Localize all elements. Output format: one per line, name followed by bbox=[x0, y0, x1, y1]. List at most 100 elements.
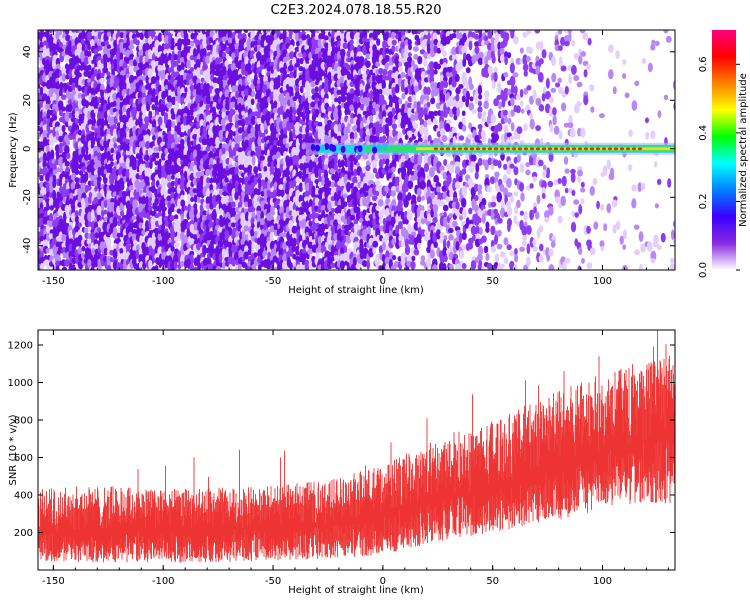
noise-cell bbox=[263, 165, 268, 173]
noise-cell bbox=[353, 218, 359, 226]
noise-cell bbox=[189, 109, 194, 116]
noise-cell bbox=[215, 266, 222, 270]
noise-cell bbox=[442, 80, 449, 88]
noise-cell bbox=[340, 48, 346, 58]
noise-cell bbox=[311, 71, 316, 82]
noise-cell bbox=[269, 73, 275, 79]
noise-cell bbox=[243, 88, 250, 97]
noise-cell bbox=[119, 32, 125, 39]
noise-cell bbox=[400, 41, 406, 51]
noise-cell bbox=[468, 242, 474, 250]
noise-cell bbox=[269, 210, 276, 216]
noise-cell bbox=[314, 35, 320, 41]
noise-cell bbox=[61, 94, 67, 100]
noise-cell bbox=[234, 42, 240, 49]
noise-cell bbox=[78, 77, 83, 88]
noise-cell bbox=[148, 196, 153, 207]
noise-cell bbox=[204, 72, 211, 83]
noise-cell bbox=[423, 154, 429, 165]
noise-cell bbox=[259, 47, 265, 54]
noise-cell bbox=[227, 37, 233, 44]
noise-cell bbox=[423, 58, 428, 67]
noise-cell bbox=[224, 150, 230, 157]
noise-cell bbox=[364, 134, 371, 144]
noise-cell bbox=[433, 69, 438, 75]
noise-cell bbox=[90, 131, 96, 137]
noise-cell bbox=[348, 154, 355, 162]
noise-cell bbox=[461, 185, 468, 197]
noise-cell bbox=[173, 242, 180, 248]
noise-cell bbox=[372, 167, 378, 174]
noise-cell bbox=[282, 118, 288, 129]
noise-cell bbox=[288, 157, 294, 167]
noise-cell bbox=[392, 255, 397, 261]
noise-cell bbox=[445, 196, 451, 203]
noise-cell bbox=[257, 130, 263, 139]
noise-cell bbox=[349, 118, 354, 125]
noise-cell bbox=[183, 205, 188, 212]
noise-cell bbox=[324, 42, 329, 49]
noise-cell bbox=[408, 52, 412, 58]
noise-cell bbox=[85, 123, 90, 134]
noise-cell bbox=[240, 61, 246, 70]
noise-cell bbox=[234, 69, 239, 75]
noise-cell bbox=[475, 162, 480, 174]
noise-cell bbox=[221, 36, 228, 43]
noise-cell bbox=[483, 35, 489, 42]
noise-cell bbox=[179, 260, 185, 267]
noise-cell bbox=[118, 241, 125, 251]
noise-cell bbox=[251, 141, 256, 152]
noise-cell bbox=[61, 73, 67, 82]
noise-cell bbox=[202, 48, 207, 59]
noise-cell bbox=[261, 132, 266, 138]
noise-cell bbox=[129, 74, 135, 85]
noise-cell bbox=[42, 116, 47, 127]
noise-cell bbox=[160, 152, 167, 161]
noise-cell bbox=[147, 205, 153, 212]
noise-cell bbox=[228, 227, 233, 236]
noise-cell bbox=[202, 244, 207, 256]
noise-cell bbox=[276, 47, 281, 58]
noise-cell bbox=[125, 243, 131, 251]
noise-cell bbox=[294, 62, 301, 68]
noise-cell bbox=[260, 150, 266, 156]
noise-cell bbox=[442, 262, 447, 270]
noise-cell bbox=[469, 83, 474, 91]
noise-cell bbox=[441, 135, 448, 143]
noise-cell bbox=[314, 108, 320, 118]
noise-cell bbox=[135, 140, 141, 149]
noise-cell bbox=[468, 207, 473, 215]
noise-cell bbox=[427, 32, 431, 41]
noise-cell bbox=[490, 163, 495, 171]
noise-cell bbox=[349, 131, 355, 141]
noise-cell bbox=[69, 255, 73, 266]
noise-cell bbox=[355, 154, 361, 160]
noise-cell bbox=[66, 140, 71, 146]
noise-cell bbox=[164, 147, 169, 155]
noise-cell bbox=[458, 135, 465, 141]
noise-cell bbox=[246, 74, 253, 83]
noise-cell bbox=[411, 94, 417, 103]
noise-cell bbox=[103, 199, 108, 209]
noise-cell bbox=[231, 257, 236, 267]
noise-cell bbox=[378, 265, 384, 270]
noise-cell bbox=[423, 126, 429, 137]
noise-cell bbox=[96, 205, 102, 216]
noise-cell bbox=[201, 132, 208, 140]
noise-cell bbox=[77, 140, 83, 149]
noise-cell bbox=[247, 249, 253, 256]
noise-cell bbox=[122, 61, 128, 71]
noise-cell bbox=[46, 151, 52, 158]
noise-cell bbox=[414, 110, 419, 121]
noise-cell bbox=[52, 200, 58, 208]
noise-cell bbox=[487, 30, 493, 39]
noise-cell bbox=[170, 265, 175, 270]
noise-cell bbox=[153, 205, 160, 212]
noise-cell bbox=[222, 216, 227, 227]
noise-cell bbox=[197, 261, 202, 270]
noise-cell bbox=[308, 228, 313, 238]
noise-cell bbox=[467, 178, 473, 187]
noise-cell bbox=[433, 38, 439, 46]
noise-cell bbox=[317, 168, 322, 177]
noise-cell bbox=[192, 229, 198, 236]
